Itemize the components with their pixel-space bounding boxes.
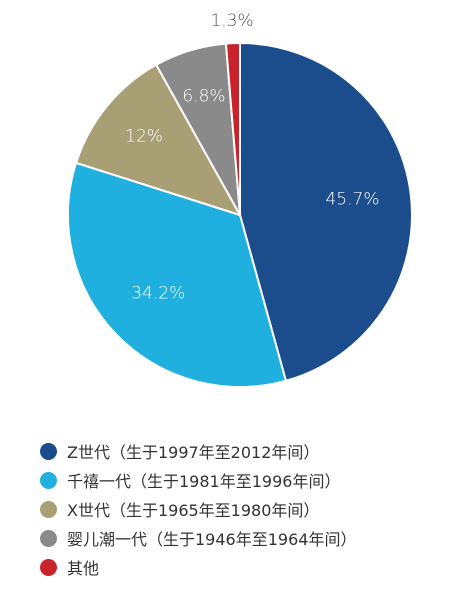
slice-label-gen-z: 45.7% (325, 190, 379, 210)
legend-label-millennials: 千禧一代（生于1981年至1996年间） (67, 472, 341, 491)
slice-label-gen-x: 12% (125, 127, 163, 147)
slice-label-other: 1.3% (210, 11, 253, 31)
legend-swatch-other (40, 558, 57, 576)
legend-item-gen-z: Z世代（生于1997年至2012年间） (40, 438, 460, 464)
legend-swatch-gen-x (40, 500, 57, 518)
legend-swatch-millennials (40, 471, 57, 489)
legend-swatch-baby-boomers (40, 529, 57, 547)
legend-swatch-gen-z (40, 442, 57, 460)
legend-label-gen-z: Z世代（生于1997年至2012年间） (67, 443, 320, 462)
pie-slice-gen-z (239, 42, 413, 382)
pie-chart-svg: 45.7% 34.2% 12% 6.8% 1.3% (67, 11, 413, 388)
legend-label-baby-boomers: 婴儿潮一代（生于1946年至1964年间） (67, 530, 357, 549)
pie-slice-other (224, 42, 241, 216)
legend-item-millennials: 千禧一代（生于1981年至1996年间） (40, 467, 460, 493)
legend-item-baby-boomers: 婴儿潮一代（生于1946年至1964年间） (40, 525, 460, 551)
pie-chart: 45.7% 34.2% 12% 6.8% 1.3% (67, 11, 413, 388)
pie-slice-millennials (67, 161, 287, 388)
pie-slice-gen-x (75, 63, 241, 216)
slice-label-millennials: 34.2% (131, 284, 185, 304)
slice-label-baby-boomers: 6.8% (182, 87, 225, 107)
legend-label-other: 其他 (67, 559, 100, 578)
chart-legend: Z世代（生于1997年至2012年间） 千禧一代（生于1981年至1996年间）… (40, 438, 460, 583)
legend-label-gen-x: X世代（生于1965年至1980年间） (67, 501, 320, 520)
legend-item-gen-x: X世代（生于1965年至1980年间） (40, 496, 460, 522)
legend-item-other: 其他 (40, 554, 460, 580)
